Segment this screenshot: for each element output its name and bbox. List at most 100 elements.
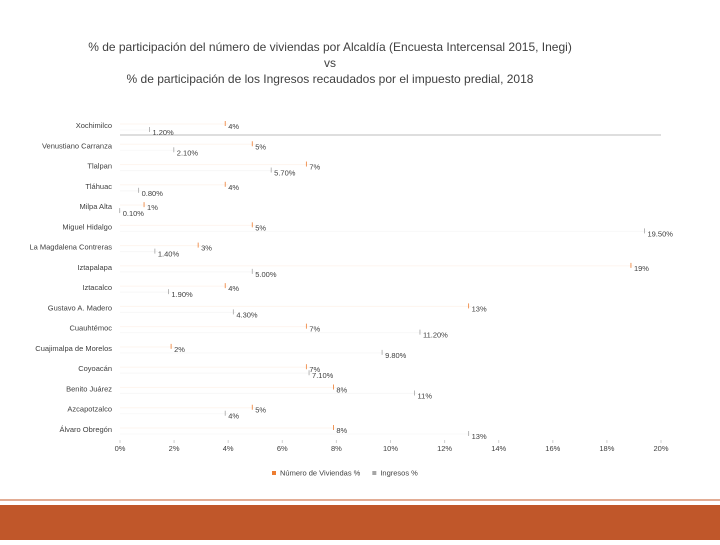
y-tick-label: Miguel Hidalgo [62,222,112,231]
value-label: 5% [255,142,266,151]
y-tick-label: La Magdalena Contreras [29,243,112,252]
bar [120,413,229,415]
bar [120,305,472,307]
value-label: 4.30% [236,310,258,319]
chart-title: % de participación del número de viviend… [88,40,572,54]
bar [120,224,256,226]
value-label: 5% [255,223,266,232]
y-tick-label: Iztacalco [82,283,112,292]
value-label: 11% [418,391,433,400]
footer-band [0,505,720,540]
y-tick-label: Iztapalapa [77,263,112,272]
value-label: 1.90% [171,290,193,299]
value-label: 0.10% [123,209,145,218]
x-tick-label: 14% [491,444,506,453]
bar [120,129,153,131]
x-tick-label: 10% [383,444,398,453]
value-label: 7% [309,163,320,172]
bar [120,346,175,348]
legend-marker [372,471,377,475]
bar [120,204,148,206]
legend-marker [272,471,276,475]
y-tick-label: Álvaro Obregón [59,425,112,434]
bar [120,407,256,409]
x-tick-label: 16% [545,444,560,453]
bar [120,386,337,388]
y-tick-label: Cuauhtémoc [69,324,112,333]
y-tick-label: Azcapotzalco [67,405,112,414]
x-tick-label: 6% [277,444,288,453]
bar [120,210,123,212]
bar [120,311,237,313]
value-label: 5.00% [255,270,277,279]
bar [120,190,142,192]
bar [120,184,229,186]
y-tick-label: Tlalpan [87,162,112,171]
y-tick-label: Venustiano Carranza [42,141,113,150]
value-label: 4% [228,122,239,131]
legend-label: Ingresos % [380,468,418,477]
x-tick-label: 8% [331,444,342,453]
y-tick-label: Cuajimalpa de Morelos [35,344,112,353]
value-label: 19.50% [647,229,673,238]
value-label: 4% [228,412,239,421]
bar [120,230,648,232]
bar [120,332,423,334]
x-tick-label: 4% [223,444,234,453]
value-label: 1.40% [158,250,180,259]
x-tick-label: 20% [653,444,668,453]
bar [120,427,337,429]
chart-title: vs [324,56,336,70]
value-label: 19% [634,264,649,273]
bar [120,285,229,287]
value-label: 11.20% [423,331,448,340]
y-tick-label: Xochimilco [76,121,112,130]
value-label: 8% [336,426,347,435]
value-label: 5.70% [274,169,296,178]
value-label: 7% [309,325,320,334]
bar [120,372,313,374]
bar [120,170,275,172]
value-label: 8% [336,385,347,394]
value-label: 2.10% [177,148,199,157]
y-tick-label: Benito Juárez [66,384,112,393]
bar [120,149,177,151]
x-tick-label: 12% [437,444,452,453]
legend-label: Número de Viviendas % [280,468,361,477]
value-label: 9.80% [385,351,407,360]
bar [120,164,310,166]
bar [120,271,256,273]
value-label: 13% [472,432,487,441]
value-label: 5% [255,406,266,415]
x-tick-label: 0% [115,444,126,453]
bar [120,352,386,354]
value-label: 3% [201,244,212,253]
value-label: 1.20% [152,128,174,137]
value-label: 7.10% [312,371,334,380]
x-tick-label: 2% [169,444,180,453]
bar [120,265,634,267]
chart-title: % de participación de los Ingresos recau… [127,72,534,86]
y-tick-label: Coyoacán [78,364,112,373]
y-tick-label: Milpa Alta [79,202,112,211]
value-label: 4% [228,284,239,293]
bar [120,123,229,125]
y-tick-label: Gustavo A. Madero [48,303,112,312]
value-label: 2% [174,345,185,354]
x-tick-label: 18% [599,444,614,453]
value-label: 4% [228,183,239,192]
bar [120,143,256,145]
value-label: 13% [472,304,487,313]
bar [120,366,310,368]
bar [120,326,310,328]
bar [120,245,202,247]
y-tick-label: Tláhuac [85,182,112,191]
value-label: 7% [309,365,320,374]
bar [120,392,418,394]
bar [120,433,472,435]
bar [120,251,158,253]
bar [120,291,172,293]
value-label: 0.80% [142,189,164,198]
value-label: 1% [147,203,158,212]
